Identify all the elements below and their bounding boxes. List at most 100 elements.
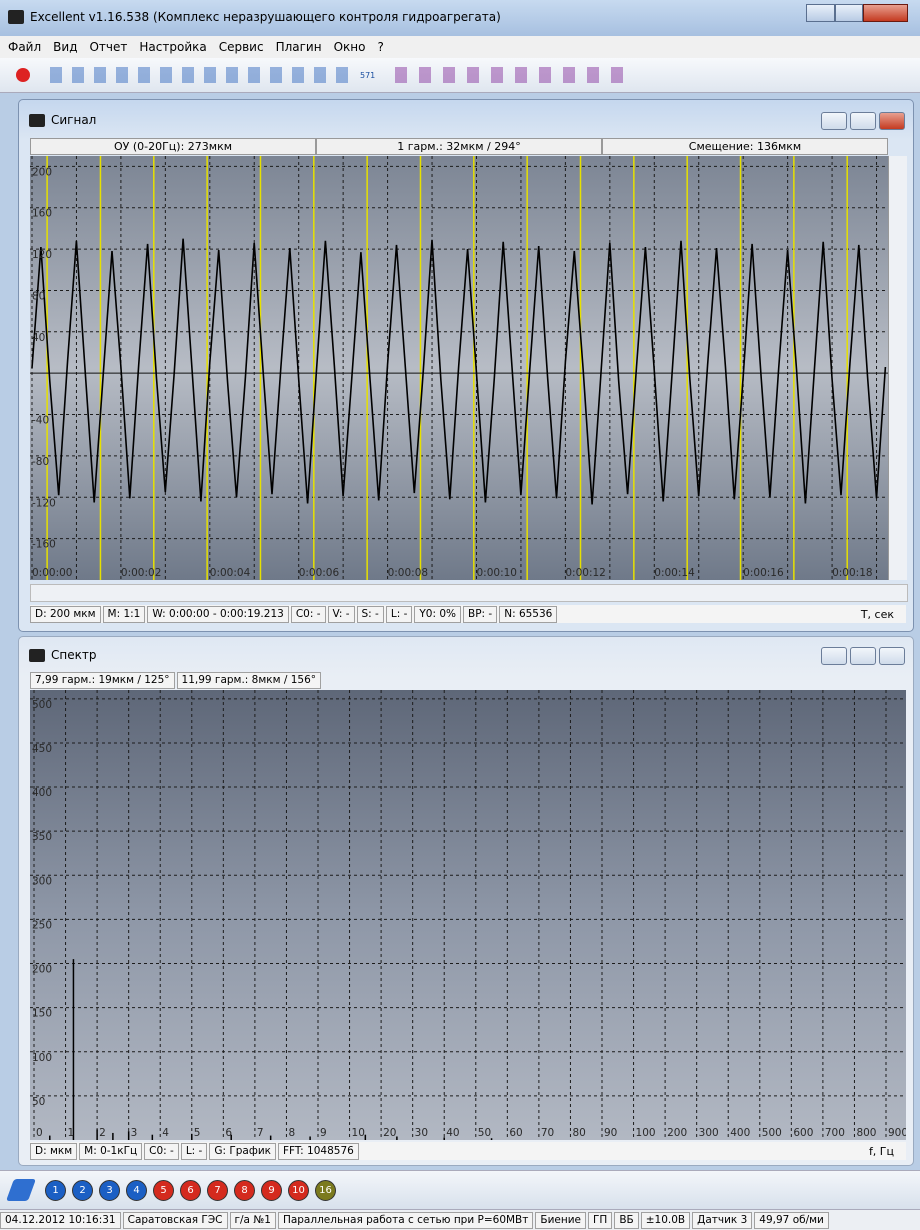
menu-bar: Файл Вид Отчет Настройка Сервис Плагин Окно? bbox=[0, 36, 920, 58]
channel-button[interactable]: 16 bbox=[315, 1179, 336, 1201]
x-tick-label: 0:00:14 bbox=[654, 567, 695, 579]
x-tick-label: 3 bbox=[131, 1127, 138, 1139]
x-tick-label: 40 bbox=[446, 1127, 459, 1139]
window-title: Спектр bbox=[51, 648, 97, 662]
minimize[interactable] bbox=[806, 4, 835, 22]
info-cell: ОУ (0-20Гц): 273мкм bbox=[30, 138, 316, 155]
x-tick-label: 1 bbox=[68, 1127, 75, 1139]
y-tick-label: 100 bbox=[32, 1052, 52, 1064]
window-buttons bbox=[818, 112, 905, 133]
minimize[interactable] bbox=[821, 647, 847, 665]
channel-button[interactable]: 5 bbox=[153, 1179, 174, 1201]
channel-button[interactable]: 1 bbox=[45, 1179, 66, 1201]
x-tick-label: 0:00:04 bbox=[210, 567, 251, 579]
x-tick-label: 0:00:02 bbox=[121, 567, 161, 579]
status-cell: C0: - bbox=[290, 605, 326, 623]
channel-button[interactable]: 8 bbox=[234, 1179, 255, 1201]
x-tick-label: 200 bbox=[667, 1127, 687, 1139]
status-cell: г/а №1 bbox=[229, 1211, 276, 1229]
close[interactable] bbox=[879, 647, 905, 665]
status-cell: C0: - bbox=[144, 1142, 179, 1160]
status-cell: ГП bbox=[588, 1211, 613, 1229]
toolbar-text[interactable]: 571 bbox=[360, 70, 376, 80]
status-cell: V: - bbox=[327, 605, 355, 623]
channel-button[interactable]: 6 bbox=[180, 1179, 201, 1201]
x-tick-label: 60 bbox=[509, 1127, 522, 1139]
x-tick-label: 30 bbox=[415, 1127, 428, 1139]
y-tick-label: -160 bbox=[32, 539, 56, 551]
title-bar: Excellent v1.16.538 (Комплекс неразрушаю… bbox=[0, 0, 920, 36]
x-tick-label: 800 bbox=[856, 1127, 876, 1139]
horizontal-scrollbar[interactable] bbox=[30, 584, 908, 602]
status-cell: S: - bbox=[356, 605, 384, 623]
status-cell: N: 65536 bbox=[499, 605, 558, 623]
menu-item[interactable]: ? bbox=[377, 40, 384, 54]
signal-info: ОУ (0-20Гц): 273мкм 1 гарм.: 32мкм / 294… bbox=[30, 138, 888, 155]
x-tick-label: 100 bbox=[636, 1127, 656, 1139]
x-tick-label: 9 bbox=[320, 1127, 327, 1139]
status-cell: M: 0-1кГц bbox=[79, 1142, 143, 1160]
status-cell: G: График bbox=[209, 1142, 277, 1160]
menu-item[interactable]: Окно bbox=[333, 40, 366, 54]
x-tick-label: 70 bbox=[541, 1127, 554, 1139]
status-cell: W: 0:00:00 - 0:00:19.213 bbox=[147, 605, 289, 623]
plot-background bbox=[30, 690, 906, 1140]
x-tick-label: 2 bbox=[99, 1127, 106, 1139]
y-tick-label: -40 bbox=[32, 415, 49, 427]
maximize[interactable] bbox=[850, 647, 876, 665]
x-tick-label: 10 bbox=[352, 1127, 365, 1139]
menu-item[interactable]: Сервис bbox=[218, 40, 264, 54]
settings-icon[interactable] bbox=[5, 1179, 37, 1201]
y-tick-label: 200 bbox=[32, 166, 52, 178]
status-cell: D: мкм bbox=[30, 1142, 78, 1160]
y-tick-label: 400 bbox=[32, 787, 52, 799]
menu-item[interactable]: Файл bbox=[8, 40, 42, 54]
maximize[interactable] bbox=[850, 112, 876, 130]
y-tick-label: 120 bbox=[32, 249, 52, 261]
channel-button[interactable]: 7 bbox=[207, 1179, 228, 1201]
bottom-toolbar: 1 2 3 4 5 6 7 8 9 10 16 bbox=[0, 1170, 920, 1209]
status-cell: ВБ bbox=[614, 1211, 639, 1229]
spectrum-status: D: мкм M: 0-1кГц C0: - L: - G: График FFT: 10… bbox=[30, 1142, 906, 1160]
x-tick-label: 900 bbox=[888, 1127, 906, 1139]
channel-button[interactable]: 4 bbox=[126, 1179, 147, 1201]
close[interactable] bbox=[863, 4, 909, 22]
x-tick-label: 600 bbox=[793, 1127, 813, 1139]
app-icon bbox=[8, 10, 24, 24]
signal-line bbox=[31, 238, 887, 505]
vertical-scrollbar[interactable] bbox=[888, 156, 907, 580]
status-cell: Параллельная работа с сетью при Р=60МВт bbox=[277, 1211, 534, 1229]
maximize[interactable] bbox=[834, 4, 864, 22]
tool-icons bbox=[50, 67, 350, 83]
y-tick-label: 450 bbox=[32, 743, 52, 755]
y-tick-label: 80 bbox=[32, 290, 45, 302]
menu-item[interactable]: Плагин bbox=[275, 40, 322, 54]
status-cell: L: - bbox=[385, 605, 413, 623]
signal-status: D: 200 мкм M: 1:1 W: 0:00:00 - 0:00:19.213… bbox=[30, 605, 906, 623]
channel-button[interactable]: 3 bbox=[99, 1179, 120, 1201]
y-tick-label: 150 bbox=[32, 1008, 52, 1020]
menu-item[interactable]: Отчет bbox=[89, 40, 128, 54]
channel-button[interactable]: 2 bbox=[72, 1179, 93, 1201]
x-tick-label: 50 bbox=[478, 1127, 491, 1139]
window-buttons bbox=[818, 647, 905, 668]
x-tick-label: 400 bbox=[730, 1127, 750, 1139]
x-tick-label: 0:00:16 bbox=[743, 567, 784, 579]
menu-item[interactable]: Настройка bbox=[139, 40, 207, 54]
x-tick-label: 5 bbox=[194, 1127, 201, 1139]
y-tick-label: 160 bbox=[32, 208, 52, 220]
record-button[interactable] bbox=[16, 68, 30, 82]
x-tick-label: 0:00:08 bbox=[388, 567, 428, 579]
channel-button[interactable]: 9 bbox=[261, 1179, 282, 1201]
status-cell: Саратовская ГЭС bbox=[122, 1211, 228, 1229]
status-cell: M: 1:1 bbox=[102, 605, 146, 623]
x-tick-label: 7 bbox=[257, 1127, 264, 1139]
channel-button[interactable]: 10 bbox=[288, 1179, 309, 1201]
x-tick-label: 0:00:10 bbox=[476, 567, 516, 579]
window-icon bbox=[29, 114, 45, 127]
menu-item[interactable]: Вид bbox=[53, 40, 78, 54]
y-tick-label: 40 bbox=[32, 332, 45, 344]
y-tick-label: 50 bbox=[32, 1096, 45, 1108]
minimize[interactable] bbox=[821, 112, 847, 130]
close[interactable] bbox=[879, 112, 905, 130]
